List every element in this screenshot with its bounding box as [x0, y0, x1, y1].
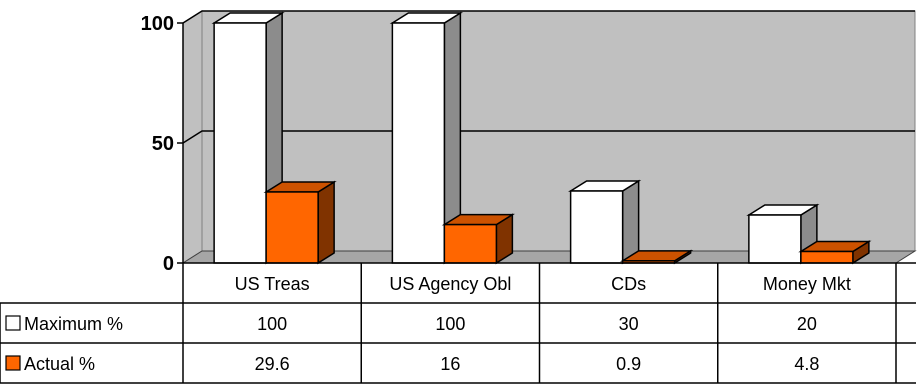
gridline — [182, 130, 915, 144]
table-value: 16 — [440, 354, 460, 374]
gridline — [182, 10, 915, 24]
table-value: 4.8 — [794, 354, 819, 374]
bar-side — [621, 179, 640, 265]
category-label: US Treas — [235, 274, 310, 294]
category-label: US Agency Obl — [389, 274, 511, 294]
bar-side — [317, 180, 335, 265]
category-label: Money Mkt — [763, 274, 851, 294]
bar-front — [443, 223, 498, 264]
series-label: Maximum % — [24, 314, 123, 334]
legend-key — [5, 355, 21, 371]
bar-front — [391, 22, 446, 264]
bar-front — [569, 190, 624, 264]
category-label: CDs — [611, 274, 646, 294]
series-label: Actual % — [24, 354, 95, 374]
table-value: 0.9 — [616, 354, 641, 374]
y-tick-label: 0 — [163, 253, 174, 275]
table-value: 20 — [797, 314, 817, 334]
bars — [211, 11, 872, 265]
table-value: 100 — [435, 314, 465, 334]
y-tick-label: 100 — [141, 13, 174, 35]
bar — [568, 179, 642, 265]
bar-front — [213, 22, 267, 264]
y-axis: 0 50 100 — [141, 13, 184, 275]
legend-key — [5, 315, 21, 331]
gridlines — [182, 10, 915, 144]
bar — [746, 203, 820, 265]
bar — [263, 180, 337, 265]
data-table: US Treas US Agency Obl CDs Money Mkt Maximum… — [0, 262, 916, 384]
table-value: 29.6 — [255, 354, 290, 374]
bar-front — [748, 214, 802, 264]
table-value: 100 — [257, 314, 287, 334]
y-tick-label: 50 — [152, 133, 174, 155]
bar-front — [800, 250, 854, 264]
bar — [798, 240, 872, 265]
bar-front — [265, 191, 319, 264]
bar — [441, 213, 515, 265]
table-value: 30 — [619, 314, 639, 334]
